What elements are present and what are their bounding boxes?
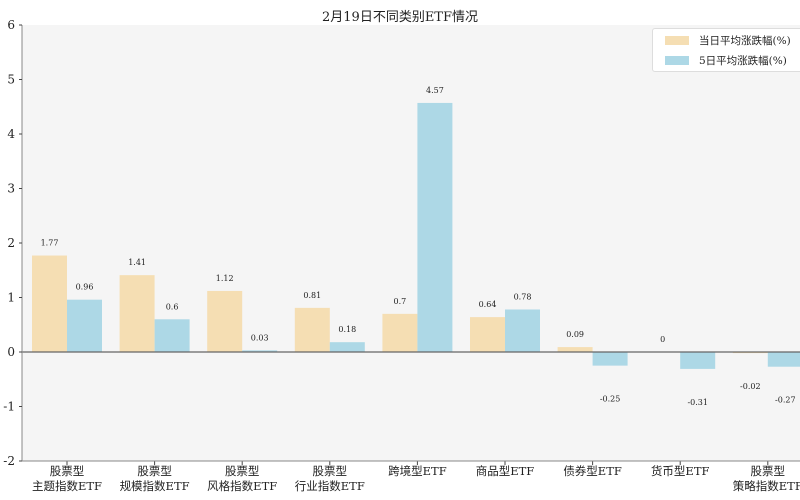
x-tick-label: 主题指数ETF: [32, 479, 102, 493]
data-label: 1.77: [41, 239, 59, 248]
y-tick-label: 2: [7, 236, 15, 250]
data-label: 0.6: [166, 302, 179, 311]
legend-label-5day: 5日平均涨跌幅(%): [699, 54, 787, 67]
data-label: -0.25: [600, 395, 621, 404]
x-tick-label: 货币型ETF: [651, 464, 710, 478]
x-tick-label: 跨境型ETF: [388, 464, 447, 478]
data-label: 4.57: [426, 86, 444, 95]
data-label: 0.18: [338, 325, 356, 334]
data-label: -0.27: [775, 396, 796, 405]
bar-5day: [242, 350, 278, 352]
legend-item-daily: 当日平均涨跌幅(%): [653, 31, 800, 49]
x-tick-label: 股票型: [751, 464, 786, 478]
x-tick-label: 股票型: [225, 464, 260, 478]
legend: 当日平均涨跌幅(%) 5日平均涨跌幅(%): [652, 28, 800, 72]
data-label: 0: [660, 335, 665, 344]
bar-daily: [119, 275, 155, 352]
bar-daily: [207, 290, 243, 352]
bar-5day: [329, 342, 365, 352]
x-tick-label: 股票型: [50, 464, 85, 478]
bar-daily: [470, 317, 505, 352]
y-tick-label: -1: [3, 400, 15, 414]
data-label: -0.31: [687, 398, 708, 407]
data-label: 0.7: [394, 297, 407, 306]
x-tick-label: 商品型ETF: [476, 464, 535, 478]
legend-item-5day: 5日平均涨跌幅(%): [653, 51, 800, 69]
data-label: 1.41: [128, 258, 146, 267]
y-tick-label: 4: [7, 127, 15, 141]
x-tick-label: 规模指数ETF: [120, 479, 190, 493]
x-tick-label: 风格指数ETF: [207, 479, 277, 493]
bar-daily: [32, 255, 67, 352]
legend-label-daily: 当日平均涨跌幅(%): [699, 34, 791, 47]
y-tick-label: 0: [7, 345, 15, 359]
data-label: -0.02: [740, 382, 761, 391]
y-tick-label: -2: [3, 454, 15, 468]
bar-5day: [767, 352, 800, 367]
data-label: 1.12: [216, 274, 234, 283]
bar-5day: [592, 352, 628, 366]
bar-daily: [382, 313, 418, 352]
data-label: 0.03: [251, 333, 269, 342]
y-tick-label: 3: [7, 182, 15, 196]
data-label: 0.09: [566, 330, 584, 339]
data-label: 0.96: [76, 283, 94, 292]
bar-daily: [557, 347, 593, 352]
y-tick-label: 1: [7, 291, 15, 305]
x-tick-label: 债券型ETF: [563, 464, 622, 478]
chart-title: 2月19日不同类别ETF情况: [322, 10, 478, 25]
data-label: 0.78: [514, 292, 532, 301]
data-label: 0.64: [479, 300, 497, 309]
legend-swatch-daily: [665, 35, 689, 45]
bar-daily: [294, 307, 330, 352]
x-tick-label: 股票型: [313, 464, 348, 478]
bar-5day: [505, 309, 540, 352]
x-tick-label: 策略指数ETF: [733, 479, 800, 493]
bar-5day: [417, 102, 453, 352]
bar-5day: [154, 319, 190, 352]
y-tick-label: 6: [7, 18, 15, 32]
bar-5day: [680, 352, 716, 369]
legend-swatch-5day: [665, 55, 689, 65]
plot-area: [22, 25, 800, 461]
x-tick-label: 行业指数ETF: [295, 479, 365, 493]
x-tick-label: 股票型: [137, 464, 172, 478]
bar-5day: [67, 299, 102, 352]
data-label: 0.81: [303, 291, 321, 300]
y-tick-label: 5: [7, 73, 15, 87]
